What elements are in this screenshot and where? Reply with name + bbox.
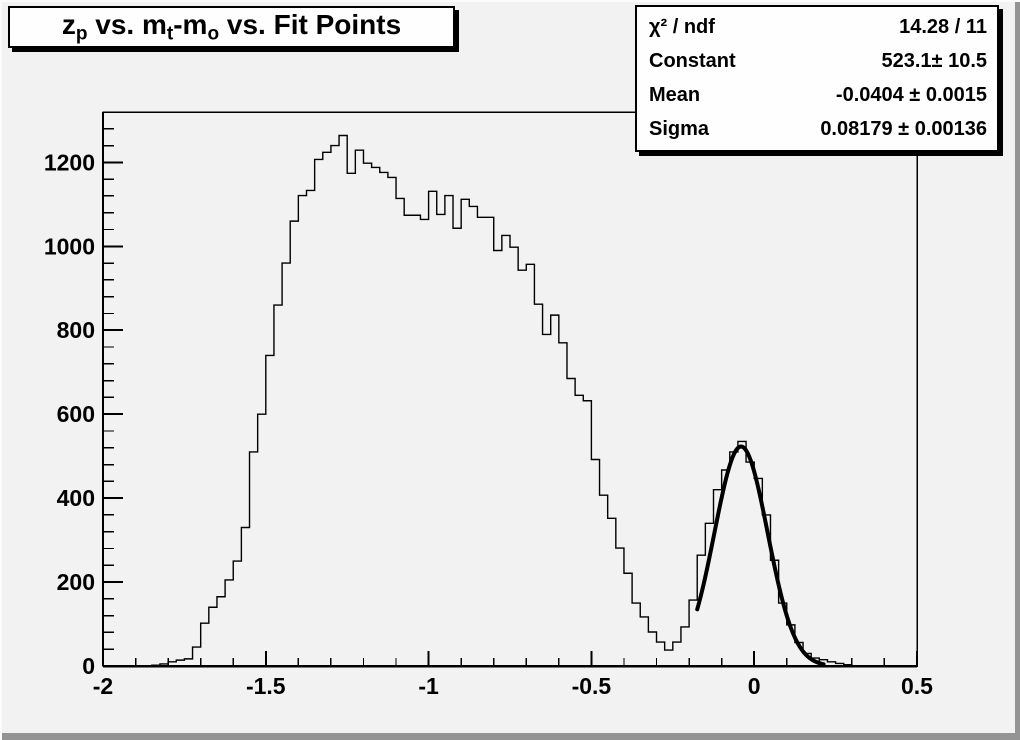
stats-value-constant: 523.1± 10.5	[881, 50, 987, 73]
x-tick-label: 0	[748, 673, 761, 699]
title-subscript: t	[166, 23, 174, 45]
y-tick-label: 1000	[44, 233, 95, 259]
stats-row-constant: Constant 523.1± 10.5	[649, 50, 987, 73]
stats-row-sigma: Sigma 0.08179 ± 0.00136	[649, 118, 987, 141]
y-axis-ticks: 0 200 400 600 800 1000 1200	[44, 128, 123, 679]
stats-box: χ² / ndf 14.28 / 11 Constant 523.1± 10.5…	[635, 5, 999, 152]
stats-label-constant: Constant	[649, 50, 736, 73]
x-tick-label: -2	[93, 673, 113, 699]
y-tick-label: 1200	[44, 149, 95, 175]
stats-label-sigma: Sigma	[649, 117, 710, 140]
title-subscript: o	[207, 23, 220, 45]
y-tick-label: 400	[57, 485, 95, 511]
stats-row-mean: Mean -0.0404 ± 0.0015	[649, 84, 987, 107]
chart-title: zp vs. mt-mo vs. Fit Points	[61, 8, 402, 45]
fit-curve	[695, 444, 826, 667]
y-tick-label: 600	[57, 401, 95, 427]
x-tick-label: -0.5	[572, 673, 612, 699]
stats-label-mean: Mean	[649, 83, 701, 106]
stats-label-chi2: χ² / ndf	[649, 16, 715, 39]
y-tick-label: 200	[57, 569, 95, 595]
stats-row-chi2: χ² / ndf 14.28 / 11	[649, 16, 987, 39]
stats-value-sigma: 0.08179 ± 0.00136	[820, 117, 987, 140]
plot-frame	[102, 111, 918, 668]
y-tick-label: 0	[82, 653, 95, 679]
x-tick-label: -1.5	[246, 673, 286, 699]
y-tick-label: 800	[57, 317, 95, 343]
title-subscript: p	[75, 23, 88, 45]
title-box: zp vs. mt-mo vs. Fit Points	[8, 6, 455, 48]
stats-value-mean: -0.0404 ± 0.0015	[835, 83, 987, 106]
x-axis-ticks: -2 -1.5 -1 -0.5 0 0.5	[93, 651, 933, 699]
histogram-line	[103, 134, 917, 667]
x-tick-label: 0.5	[901, 673, 933, 699]
x-tick-label: -1	[418, 673, 439, 699]
stats-value-chi2: 14.28 / 11	[899, 16, 987, 39]
